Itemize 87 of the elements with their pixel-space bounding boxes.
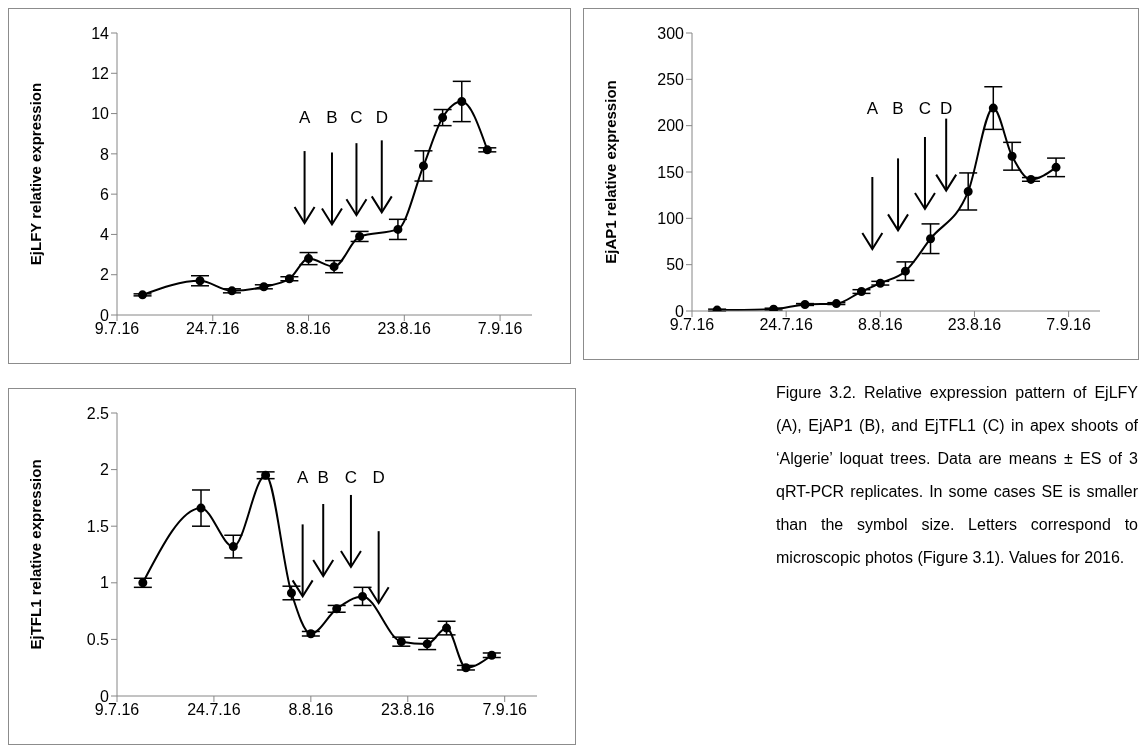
annotation: A bbox=[866, 99, 879, 119]
point bbox=[461, 663, 471, 673]
x-tick-label: 9.7.16 bbox=[669, 316, 715, 334]
point bbox=[875, 278, 885, 288]
point bbox=[358, 591, 368, 601]
point bbox=[304, 254, 314, 264]
point bbox=[418, 161, 428, 171]
y-tick-label: 1.5 bbox=[86, 517, 110, 535]
x-tick-label: 8.8.16 bbox=[286, 320, 331, 338]
point bbox=[856, 287, 866, 297]
point bbox=[196, 503, 206, 513]
y-tick-label: 14 bbox=[91, 24, 110, 42]
point bbox=[261, 470, 271, 480]
point bbox=[329, 262, 339, 272]
x-tick-label: 7.9.16 bbox=[1046, 316, 1091, 334]
point bbox=[482, 145, 492, 155]
y-tick-label: 250 bbox=[657, 71, 685, 89]
point bbox=[396, 637, 406, 647]
annotation: B bbox=[317, 467, 329, 487]
annotation: C bbox=[350, 108, 363, 128]
point bbox=[355, 231, 365, 241]
point bbox=[926, 234, 936, 244]
y-tick-label: 200 bbox=[657, 117, 685, 135]
y-tick-label: 10 bbox=[91, 105, 110, 123]
x-tick-label: 24.7.16 bbox=[186, 320, 240, 338]
y-axis-title: EjAP1 relative expression bbox=[602, 80, 620, 264]
annotation: C bbox=[918, 99, 932, 119]
annotation: D bbox=[375, 108, 388, 128]
point bbox=[138, 578, 148, 588]
annotation: C bbox=[344, 467, 358, 487]
y-axis-title: EjLFY relative expression bbox=[27, 82, 45, 266]
caption: Figure 3.2. Relative expression pattern of EjLFY (A), EjAP1 (B), and EjTFL1 (C) in apex shoots of ‘Algerie’ loquat trees. Data are means ± ES of 3 qRT-PCR replicates. In some cases SE is smaller than the symbol size. Letters correspond to microscopic photos (Figure 3.1). Values for 2016. bbox=[776, 383, 1138, 568]
point bbox=[259, 282, 269, 292]
x-tick-label: 23.8.16 bbox=[377, 320, 432, 338]
point bbox=[1026, 174, 1036, 184]
x-tick-label: 9.7.16 bbox=[94, 701, 140, 719]
point bbox=[487, 650, 497, 660]
x-tick-label: 24.7.16 bbox=[759, 316, 813, 334]
y-tick-label: 4 bbox=[100, 226, 110, 244]
y-tick-label: 0.5 bbox=[86, 631, 110, 649]
x-tick-label: 8.8.16 bbox=[858, 316, 903, 334]
y-tick-label: 2.5 bbox=[86, 404, 110, 422]
x-tick-label: 23.8.16 bbox=[381, 701, 435, 719]
y-tick-label: 100 bbox=[657, 210, 685, 228]
annotation: B bbox=[892, 99, 904, 119]
y-tick-label: 150 bbox=[657, 163, 685, 181]
x-tick-label: 9.7.16 bbox=[94, 320, 140, 338]
y-tick-label: 2 bbox=[100, 461, 110, 479]
point bbox=[286, 588, 296, 598]
point bbox=[457, 96, 467, 106]
x-tick-label: 24.7.16 bbox=[187, 701, 241, 719]
point bbox=[442, 623, 452, 633]
point bbox=[831, 299, 841, 309]
point bbox=[438, 113, 448, 123]
y-axis-title: EjTFL1 relative expression bbox=[27, 459, 45, 650]
annotation: B bbox=[326, 108, 338, 128]
x-tick-label: 8.8.16 bbox=[288, 701, 334, 719]
point bbox=[228, 542, 238, 552]
point bbox=[1007, 151, 1017, 161]
point bbox=[195, 276, 205, 286]
y-tick-label: 2 bbox=[100, 266, 110, 284]
point bbox=[800, 300, 810, 310]
y-tick-label: 300 bbox=[657, 24, 685, 42]
point bbox=[332, 604, 342, 614]
point bbox=[1051, 162, 1061, 172]
annotation: A bbox=[298, 108, 311, 128]
point bbox=[227, 286, 237, 296]
y-tick-label: 6 bbox=[100, 185, 110, 203]
point bbox=[422, 639, 432, 649]
point bbox=[138, 290, 148, 300]
point bbox=[900, 266, 910, 276]
point bbox=[284, 274, 294, 284]
point bbox=[769, 304, 779, 311]
y-tick-label: 1 bbox=[100, 574, 110, 592]
point bbox=[988, 103, 998, 113]
x-tick-label: 23.8.16 bbox=[947, 316, 1002, 334]
annotation: D bbox=[940, 99, 953, 119]
x-tick-label: 7.9.16 bbox=[482, 701, 528, 719]
point bbox=[306, 629, 316, 639]
point bbox=[393, 224, 403, 234]
annotation: D bbox=[372, 467, 385, 487]
y-tick-label: 8 bbox=[100, 145, 110, 163]
x-tick-label: 7.9.16 bbox=[477, 320, 523, 338]
point bbox=[963, 186, 973, 196]
y-tick-label: 12 bbox=[91, 64, 110, 82]
annotation: A bbox=[296, 467, 309, 487]
y-tick-label: 50 bbox=[666, 256, 685, 274]
